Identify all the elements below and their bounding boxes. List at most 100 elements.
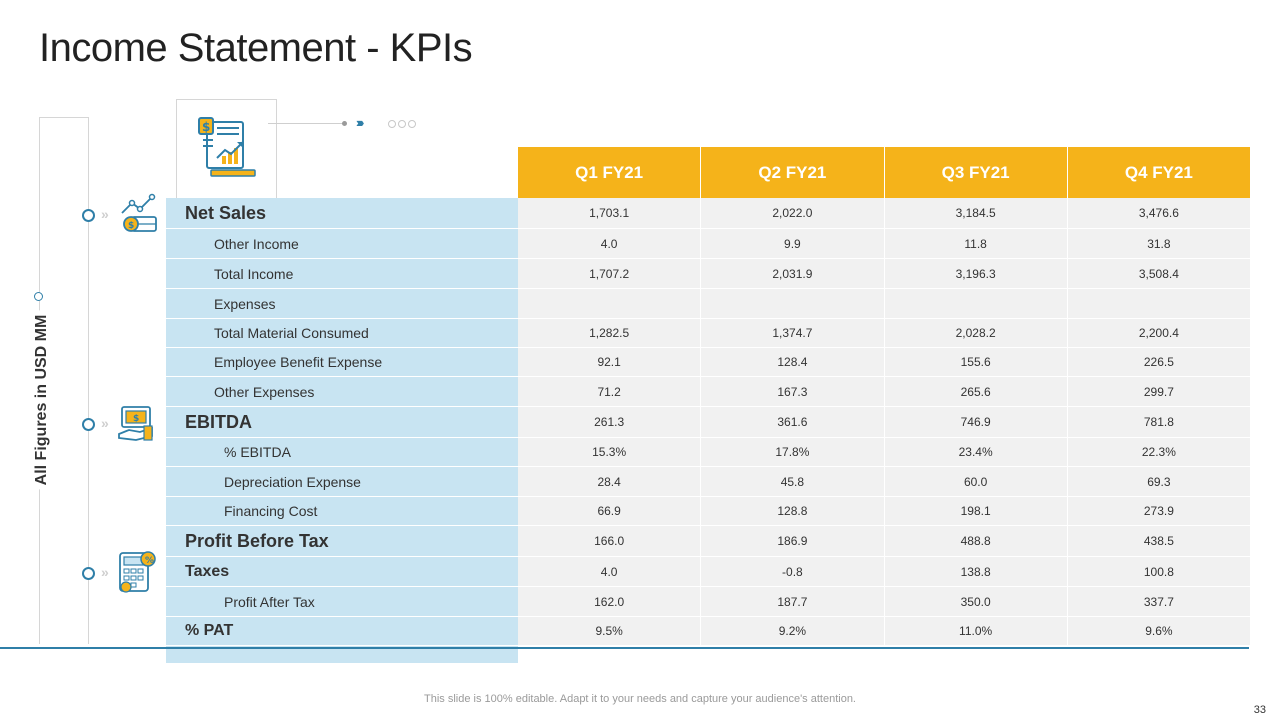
table-row: Profit After Tax 162.0 187.7 350.0 337.7: [166, 587, 1250, 617]
table-row: Taxes 4.0 -0.8 138.8 100.8: [166, 557, 1250, 587]
kpi-table: Net Sales 1,703.1 2,022.0 3,184.5 3,476.6 Oth…: [166, 198, 1250, 646]
chevron-right-icon: »: [101, 206, 109, 222]
table-row: Other Income 4.0 9.9 11.8 31.8: [166, 229, 1250, 259]
value-cell: 337.7: [1067, 587, 1250, 616]
circle-icon: [388, 120, 396, 128]
table-row: Expenses: [166, 289, 1250, 319]
footer-note: This slide is 100% editable. Adapt it to…: [424, 693, 856, 705]
value-cell: 45.8: [701, 467, 885, 496]
value-cell: 361.6: [701, 407, 885, 437]
value-cell: 31.8: [1067, 229, 1250, 258]
value-cell: 9.2%: [701, 617, 885, 645]
calculator-icon: %: [119, 551, 156, 593]
bottom-rule: [0, 647, 1249, 649]
row-label: % EBITDA: [224, 444, 291, 460]
value-cell: 162.0: [518, 587, 702, 616]
value-cell: [1067, 289, 1250, 318]
value-cell: 11.0%: [884, 617, 1068, 645]
row-label: Depreciation Expense: [224, 473, 361, 490]
circle-icon: [398, 120, 406, 128]
value-cell: 22.3%: [1067, 438, 1250, 466]
value-cell: 2,200.4: [1067, 319, 1250, 347]
value-cell: 128.4: [701, 348, 885, 376]
tax-marker: [82, 567, 95, 580]
value-cell: 9.9: [701, 229, 885, 258]
row-label: Other Income: [214, 235, 299, 252]
value-cell: 3,184.5: [884, 198, 1068, 228]
slide-title: Income Statement - KPIs: [39, 26, 473, 70]
value-cell: 261.3: [518, 407, 702, 437]
value-cell: 3,196.3: [884, 259, 1068, 288]
value-cell: 92.1: [518, 348, 702, 376]
value-cell: 128.8: [701, 497, 885, 525]
value-cell: 2,022.0: [701, 198, 885, 228]
table-row: Total Material Consumed 1,282.5 1,374.7 2,0…: [166, 319, 1250, 348]
value-cell: 28.4: [518, 467, 702, 496]
value-cell: 11.8: [884, 229, 1068, 258]
header-icon-box: $: [176, 99, 277, 198]
column-header: Q1 FY21: [518, 147, 702, 198]
chevron-right-icon: ››››: [356, 115, 365, 130]
column-header: Q3 FY21: [884, 147, 1068, 198]
row-label: Net Sales: [185, 202, 267, 223]
value-cell: 746.9: [884, 407, 1068, 437]
value-cell: 4.0: [518, 229, 702, 258]
value-cell: 488.8: [884, 526, 1068, 556]
value-cell: 2,028.2: [884, 319, 1068, 347]
value-cell: 167.3: [701, 377, 885, 406]
value-cell: -0.8: [701, 557, 885, 586]
table-row: % PAT 9.5% 9.2% 11.0% 9.6%: [166, 617, 1250, 646]
value-cell: 1,707.2: [518, 259, 702, 288]
value-cell: 9.6%: [1067, 617, 1250, 645]
row-label: Other Expenses: [214, 383, 315, 400]
table-row: Net Sales 1,703.1 2,022.0 3,184.5 3,476.6: [166, 198, 1250, 229]
net-sales-marker: [82, 209, 95, 222]
value-cell: 9.5%: [518, 617, 702, 645]
value-cell: 265.6: [884, 377, 1068, 406]
row-label: Profit After Tax: [224, 593, 315, 610]
cash-hand-icon: $: [118, 406, 153, 441]
svg-text:$: $: [202, 120, 210, 134]
row-label: Total Income: [214, 265, 294, 282]
value-cell: 15.3%: [518, 438, 702, 466]
value-cell: 17.8%: [701, 438, 885, 466]
value-cell: [701, 289, 885, 318]
table-row: Total Income 1,707.2 2,031.9 3,196.3 3,508.4: [166, 259, 1250, 289]
row-label: % PAT: [185, 622, 234, 639]
value-cell: 4.0: [518, 557, 702, 586]
column-header: Q2 FY21: [701, 147, 885, 198]
value-cell: 1,282.5: [518, 319, 702, 347]
side-label: All Figures in USD MM: [33, 310, 51, 490]
table-row: Depreciation Expense 28.4 45.8 60.0 69.3: [166, 467, 1250, 497]
chevron-right-icon: »: [101, 415, 109, 431]
table-row: % EBITDA 15.3% 17.8% 23.4% 22.3%: [166, 438, 1250, 467]
value-cell: [518, 289, 702, 318]
row-label: Total Material Consumed: [214, 325, 369, 341]
value-cell: 299.7: [1067, 377, 1250, 406]
row-label: Profit Before Tax: [185, 530, 329, 551]
chevron-right-icon: »: [101, 564, 109, 580]
value-cell: 100.8: [1067, 557, 1250, 586]
row-label: EBITDA: [185, 411, 252, 432]
value-cell: 350.0: [884, 587, 1068, 616]
value-cell: 273.9: [1067, 497, 1250, 525]
row-label-panel: [166, 198, 518, 663]
row-label: Employee Benefit Expense: [214, 354, 383, 370]
value-cell: 186.9: [701, 526, 885, 556]
value-cell: 1,703.1: [518, 198, 702, 228]
svg-text:$: $: [133, 414, 139, 424]
row-label: Taxes: [185, 562, 230, 580]
value-cell: 3,476.6: [1067, 198, 1250, 228]
value-cell: 187.7: [701, 587, 885, 616]
value-cell: 781.8: [1067, 407, 1250, 437]
financial-report-icon: $: [198, 117, 256, 177]
value-cell: 138.8: [884, 557, 1068, 586]
table-row: EBITDA 261.3 361.6 746.9 781.8: [166, 407, 1250, 438]
table-row: Employee Benefit Expense 92.1 128.4 155.6 22…: [166, 348, 1250, 377]
value-cell: 66.9: [518, 497, 702, 525]
value-cell: 23.4%: [884, 438, 1068, 466]
value-cell: 1,374.7: [701, 319, 885, 347]
svg-text:$: $: [128, 221, 134, 231]
money-growth-icon: $: [121, 193, 157, 232]
value-cell: 198.1: [884, 497, 1068, 525]
